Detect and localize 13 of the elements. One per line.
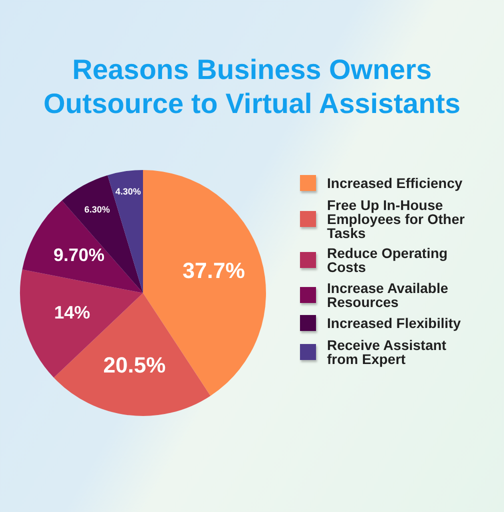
data-label: 4.30% [115,186,141,196]
data-label: 37.7% [182,258,245,283]
chart-title: Reasons Business Owners Outsource to Virtual Assistants [42,53,462,121]
legend-label: Increased Flexibility [327,315,462,331]
data-label: 6.30% [84,204,110,215]
legend-label: Free Up In-House Employees for Other Tasks [327,196,466,240]
legend-label: Reduce Operating Costs [327,245,449,275]
data-label: 9.70% [53,245,105,266]
legend-label: Receive Assistant from Expert [327,336,448,366]
data-label: 14% [54,302,90,323]
legend-label: Increase Available Resources [327,280,450,310]
legend-label: Increased Efficiency [327,175,464,191]
data-label: 20.5% [103,352,166,378]
